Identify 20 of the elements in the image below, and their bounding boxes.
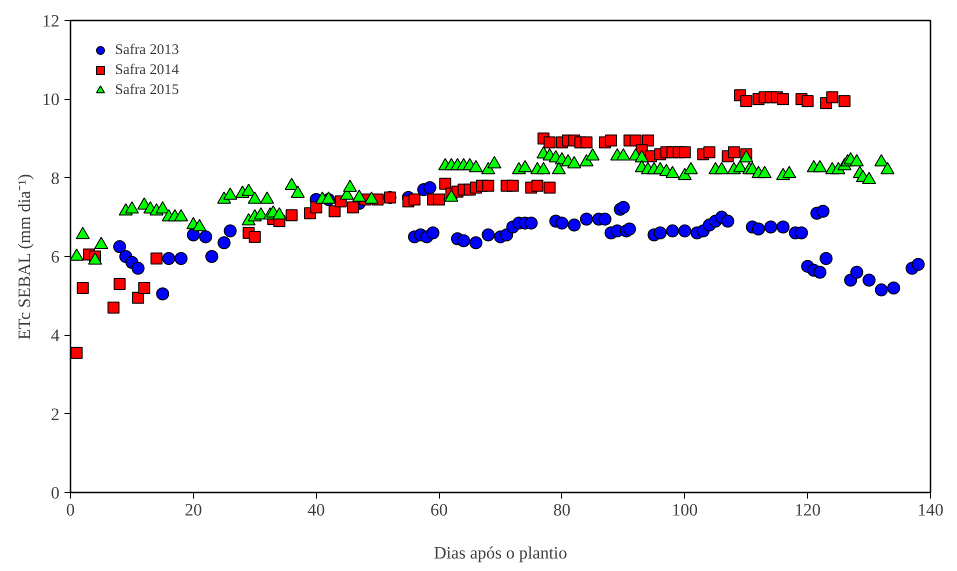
x-tick-label: 140 [918,500,944,520]
legend-label: Safra 2013 [115,42,179,58]
x-tick-label: 40 [308,500,325,520]
y-tick-label: 10 [42,90,60,110]
x-tick-label: 0 [66,500,75,520]
y-tick-label: 8 [50,168,60,188]
y-tick-label: 2 [50,404,60,424]
x-tick-label: 60 [430,500,448,520]
y-tick-label: 6 [50,248,60,266]
legend-label: Safra 2014 [115,62,179,78]
x-tick-label: 100 [672,500,698,520]
x-tick-label: 120 [794,500,821,520]
legend-label: Safra 2015 [115,82,179,98]
x-axis-title: Dias após o plantio [434,544,568,562]
x-tick-label: 20 [184,500,202,520]
y-axis-title: ETc SEBAL (mm dia⁻¹) [15,174,34,340]
y-tick-label: 0 [50,484,60,502]
y-tick-label: 12 [42,12,60,30]
y-tick-label: 4 [50,326,60,346]
x-tick-label: 80 [553,500,571,520]
